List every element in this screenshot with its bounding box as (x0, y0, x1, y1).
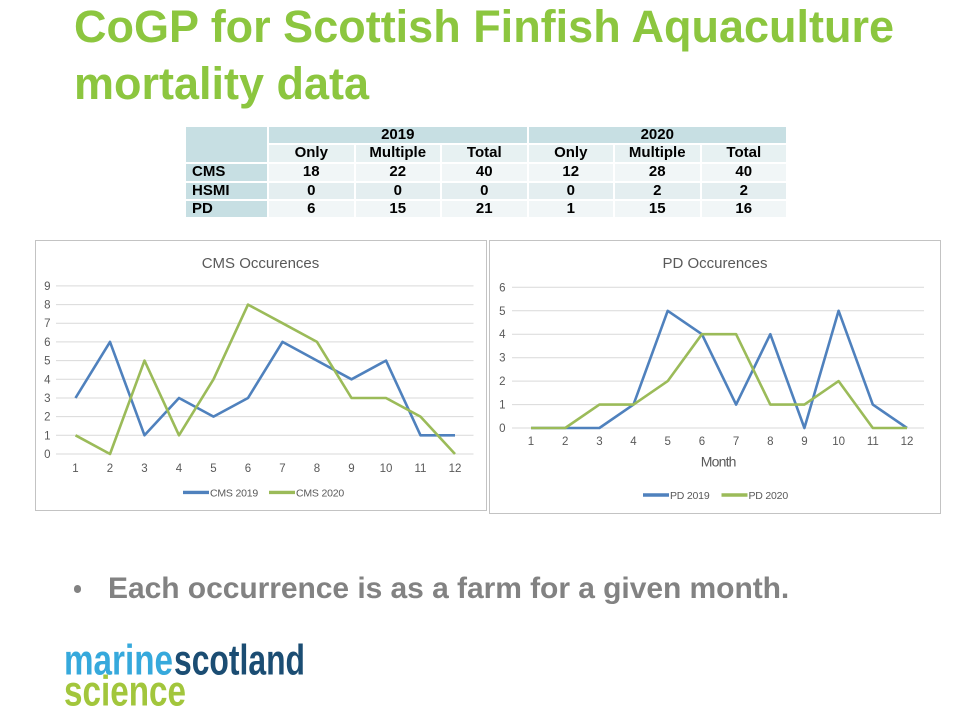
svg-text:4: 4 (44, 374, 51, 386)
svg-text:7: 7 (733, 436, 739, 448)
svg-text:5: 5 (499, 306, 505, 318)
svg-text:4: 4 (630, 436, 637, 448)
svg-text:CMS 2019: CMS 2019 (210, 488, 258, 500)
svg-text:12: 12 (449, 463, 462, 475)
svg-text:marine: marine (64, 637, 173, 685)
svg-text:1: 1 (72, 463, 78, 475)
svg-text:5: 5 (210, 463, 216, 475)
svg-text:12: 12 (901, 436, 914, 448)
svg-text:6: 6 (44, 337, 50, 349)
svg-text:8: 8 (767, 436, 773, 448)
svg-text:0: 0 (499, 423, 505, 435)
svg-text:6: 6 (699, 436, 705, 448)
svg-text:PD 2019: PD 2019 (670, 490, 710, 502)
svg-text:science: science (64, 668, 186, 715)
svg-text:1: 1 (44, 430, 50, 442)
svg-text:2: 2 (562, 436, 568, 448)
svg-text:1: 1 (528, 436, 534, 448)
svg-text:10: 10 (832, 436, 845, 448)
svg-text:9: 9 (801, 436, 807, 448)
svg-text:8: 8 (314, 463, 320, 475)
svg-text:CMS 2020: CMS 2020 (296, 488, 344, 500)
svg-text:6: 6 (245, 463, 251, 475)
svg-text:9: 9 (348, 463, 354, 475)
svg-text:PD Occurences: PD Occurences (662, 255, 767, 272)
svg-text:10: 10 (380, 463, 393, 475)
svg-text:3: 3 (141, 463, 147, 475)
svg-text:2: 2 (44, 412, 50, 424)
svg-text:3: 3 (596, 436, 602, 448)
svg-text:scotland: scotland (174, 637, 305, 685)
svg-text:5: 5 (664, 436, 670, 448)
svg-text:8: 8 (44, 300, 50, 312)
svg-text:7: 7 (44, 318, 50, 330)
svg-text:2: 2 (107, 463, 113, 475)
svg-text:11: 11 (867, 436, 879, 448)
svg-text:7: 7 (279, 463, 285, 475)
svg-text:CMS Occurences: CMS Occurences (202, 255, 320, 272)
svg-text:PD 2020: PD 2020 (749, 490, 789, 502)
svg-text:3: 3 (44, 393, 50, 405)
svg-text:4: 4 (176, 463, 183, 475)
svg-text:0: 0 (44, 449, 50, 461)
svg-text:1: 1 (499, 400, 505, 412)
svg-text:Month: Month (701, 453, 736, 469)
svg-text:2: 2 (499, 376, 505, 388)
svg-text:9: 9 (44, 281, 50, 293)
svg-text:6: 6 (499, 282, 505, 294)
svg-text:3: 3 (499, 353, 505, 365)
svg-text:11: 11 (415, 463, 427, 475)
svg-text:4: 4 (499, 329, 506, 341)
svg-text:5: 5 (44, 356, 50, 368)
